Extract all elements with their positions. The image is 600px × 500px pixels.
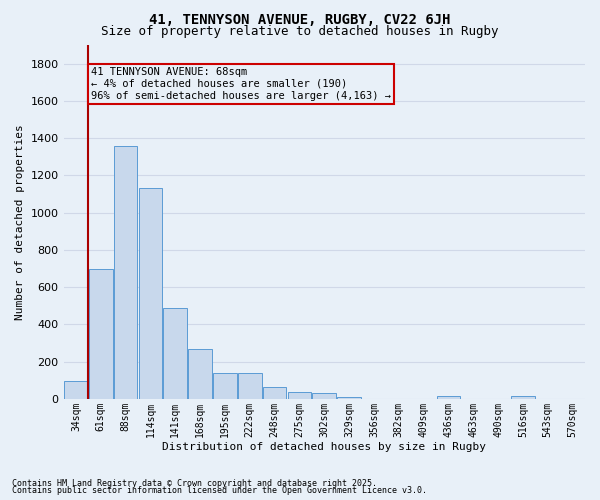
Bar	[139, 188, 162, 399]
Bar	[238, 373, 262, 399]
Bar	[337, 397, 361, 399]
Bar	[313, 393, 336, 399]
Text: 41, TENNYSON AVENUE, RUGBY, CV22 6JH: 41, TENNYSON AVENUE, RUGBY, CV22 6JH	[149, 12, 451, 26]
Bar	[263, 387, 286, 399]
Bar	[89, 268, 113, 399]
Text: Contains HM Land Registry data © Crown copyright and database right 2025.: Contains HM Land Registry data © Crown c…	[12, 478, 377, 488]
Bar	[437, 396, 460, 399]
Bar	[511, 396, 535, 399]
Bar	[64, 381, 88, 399]
Bar	[287, 392, 311, 399]
Text: Size of property relative to detached houses in Rugby: Size of property relative to detached ho…	[101, 25, 499, 38]
Text: Contains public sector information licensed under the Open Government Licence v3: Contains public sector information licen…	[12, 486, 427, 495]
Y-axis label: Number of detached properties: Number of detached properties	[15, 124, 25, 320]
Bar	[114, 146, 137, 399]
Bar	[213, 373, 237, 399]
Bar	[188, 348, 212, 399]
X-axis label: Distribution of detached houses by size in Rugby: Distribution of detached houses by size …	[162, 442, 486, 452]
Text: 41 TENNYSON AVENUE: 68sqm
← 4% of detached houses are smaller (190)
96% of semi-: 41 TENNYSON AVENUE: 68sqm ← 4% of detach…	[91, 68, 391, 100]
Bar	[163, 308, 187, 399]
